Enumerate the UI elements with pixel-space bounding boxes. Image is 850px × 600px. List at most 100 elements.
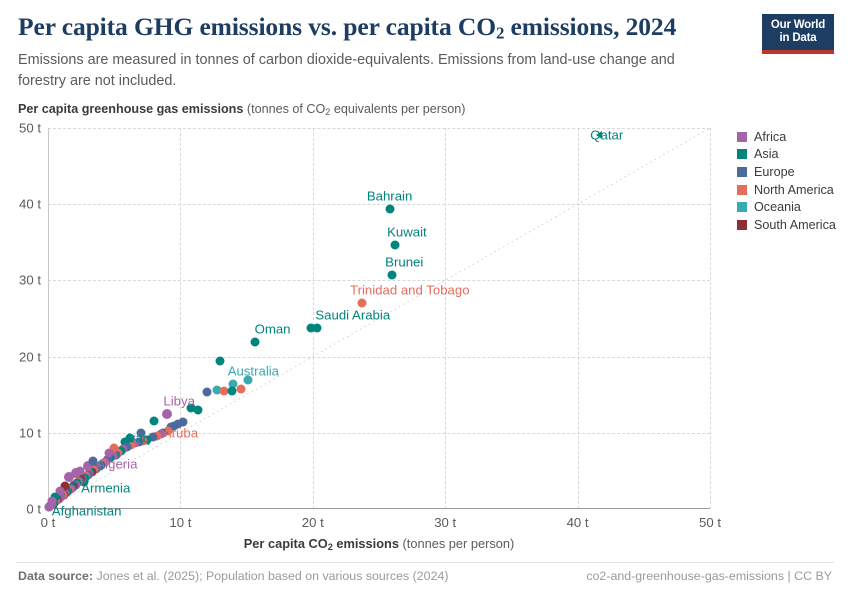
scatter-point[interactable] [385,204,395,214]
scatter-point[interactable] [136,428,146,438]
scatter-point[interactable] [390,240,400,250]
scatter-point[interactable] [228,379,238,389]
x-tick-label: 30 t [434,515,457,530]
title-text-pre: Per capita GHG emissions vs. per capita … [18,12,496,41]
scatter-point[interactable] [193,405,203,415]
scatter-point[interactable] [50,492,60,502]
legend-color-swatch [737,219,747,230]
y-tick-label: 40 t [19,196,41,212]
x-tick-label: 10 t [169,515,192,530]
legend-color-swatch [737,149,747,160]
y-tick-label: 30 t [19,272,41,288]
y-axis-line [48,128,49,509]
title-subscript: 2 [495,23,505,43]
data-source-label: Data source: [18,569,94,583]
footer-divider [16,562,834,563]
legend-item-label: Asia [754,147,779,162]
scatter-point[interactable] [162,408,173,419]
gridline-horizontal [48,432,710,434]
scatter-point[interactable] [387,270,397,280]
gridline-horizontal [48,128,710,129]
chart-subtitle: Emissions are measured in tonnes of carb… [18,52,675,89]
gridline-horizontal [48,280,710,282]
x-axis-units: (tonnes per person) [398,536,515,551]
y-axis-units-sub: 2 [325,106,331,117]
owid-logo[interactable]: Our World in Data [762,14,834,54]
scatter-point[interactable] [163,426,173,436]
logo-line-2: in Data [779,32,817,44]
plot-area: 0 t 10 t 20 t 30 t 40 t 50 t 0 t 10 t 20 t 30 t 4… [19,121,721,531]
y-tick-label: 50 t [19,120,41,136]
legend-item[interactable]: South America [737,216,842,234]
scatter-point[interactable] [236,384,246,394]
scatter-point[interactable] [88,456,98,466]
y-axis-title: Per capita greenhouse gas emissions [18,102,244,116]
legend: Africa Asia Europe North America Oceania Sout… [737,128,842,234]
x-axis-title-sub: 2 [327,541,333,552]
legend-item[interactable]: North America [737,181,842,199]
gridline-vertical [312,128,314,509]
scatter-point[interactable] [202,387,212,397]
scatter-point[interactable] [120,437,130,447]
x-tick-label: 20 t [301,515,324,530]
legend-item[interactable]: Asia [737,146,842,164]
scatter-point[interactable] [125,433,135,443]
scatter-point[interactable] [55,486,65,496]
plot-inner: 0 t 10 t 20 t 30 t 40 t 50 t 0 t 10 t 20 t 30 t 4… [19,121,721,531]
logo-line-1: Our World [770,19,826,31]
off-chart-arrow-icon [595,131,602,139]
gridline-horizontal [48,356,710,358]
scatter-point[interactable] [215,356,225,366]
scatter-point[interactable] [148,432,158,442]
x-axis-title-tail: emissions [332,536,399,551]
legend-item-label: Africa [754,129,787,144]
x-axis-title-pre: Per capita CO [243,536,328,551]
scatter-point[interactable] [212,385,222,395]
legend-item-label: Oceania [754,200,801,215]
scatter-point[interactable] [312,323,322,333]
legend-color-swatch [737,202,747,213]
x-tick-label: 40 t [566,515,589,530]
gridline-horizontal [48,204,710,206]
title-text-post: emissions, 2024 [504,12,677,41]
legend-item[interactable]: Europe [737,163,842,181]
page-title: Per capita GHG emissions vs. per capita … [18,12,738,44]
legend-item[interactable]: Africa [737,128,842,146]
y-tick-label: 10 t [19,425,41,441]
scatter-point[interactable] [219,386,229,396]
scatter-point[interactable] [149,416,159,426]
scatter-point[interactable] [44,502,54,512]
scatter-point[interactable] [104,448,114,458]
legend-color-swatch [737,184,747,195]
scatter-point[interactable] [250,337,260,347]
scatter-point[interactable] [82,461,93,472]
scatter-point[interactable] [178,417,188,427]
scatter-point[interactable] [227,386,237,396]
scatter-point[interactable] [306,323,316,333]
y-tick-label: 20 t [19,349,41,365]
gridline-vertical [180,128,182,509]
legend-item[interactable]: Oceania [737,198,842,216]
x-axis-line [48,508,710,509]
x-axis-caption: Per capita CO2 emissions (tonnes per per… [48,536,710,552]
scatter-point[interactable] [75,466,85,476]
scatter-point[interactable] [186,403,196,413]
footer-license[interactable]: co2-and-greenhouse-gas-emissions | CC BY [586,569,832,583]
gridline-vertical [577,128,579,509]
y-tick-label: 0 t [26,501,41,517]
gridline-vertical [710,128,711,509]
scatter-point[interactable] [70,468,81,479]
x-tick-label: 50 t [699,515,721,530]
y-axis-units-post: equivalents per person) [330,102,466,116]
gridline-vertical [445,128,447,509]
scatter-point[interactable] [109,443,119,453]
scatter-point[interactable] [60,481,70,491]
x-tick-label: 0 t [40,515,56,530]
scatter-point[interactable] [47,496,57,506]
legend-color-swatch [737,166,747,177]
y-axis-caption: Per capita greenhouse gas emissions (ton… [18,102,465,117]
scatter-point[interactable] [243,375,253,385]
scatter-point[interactable] [357,298,367,308]
scatter-point[interactable] [63,471,74,482]
